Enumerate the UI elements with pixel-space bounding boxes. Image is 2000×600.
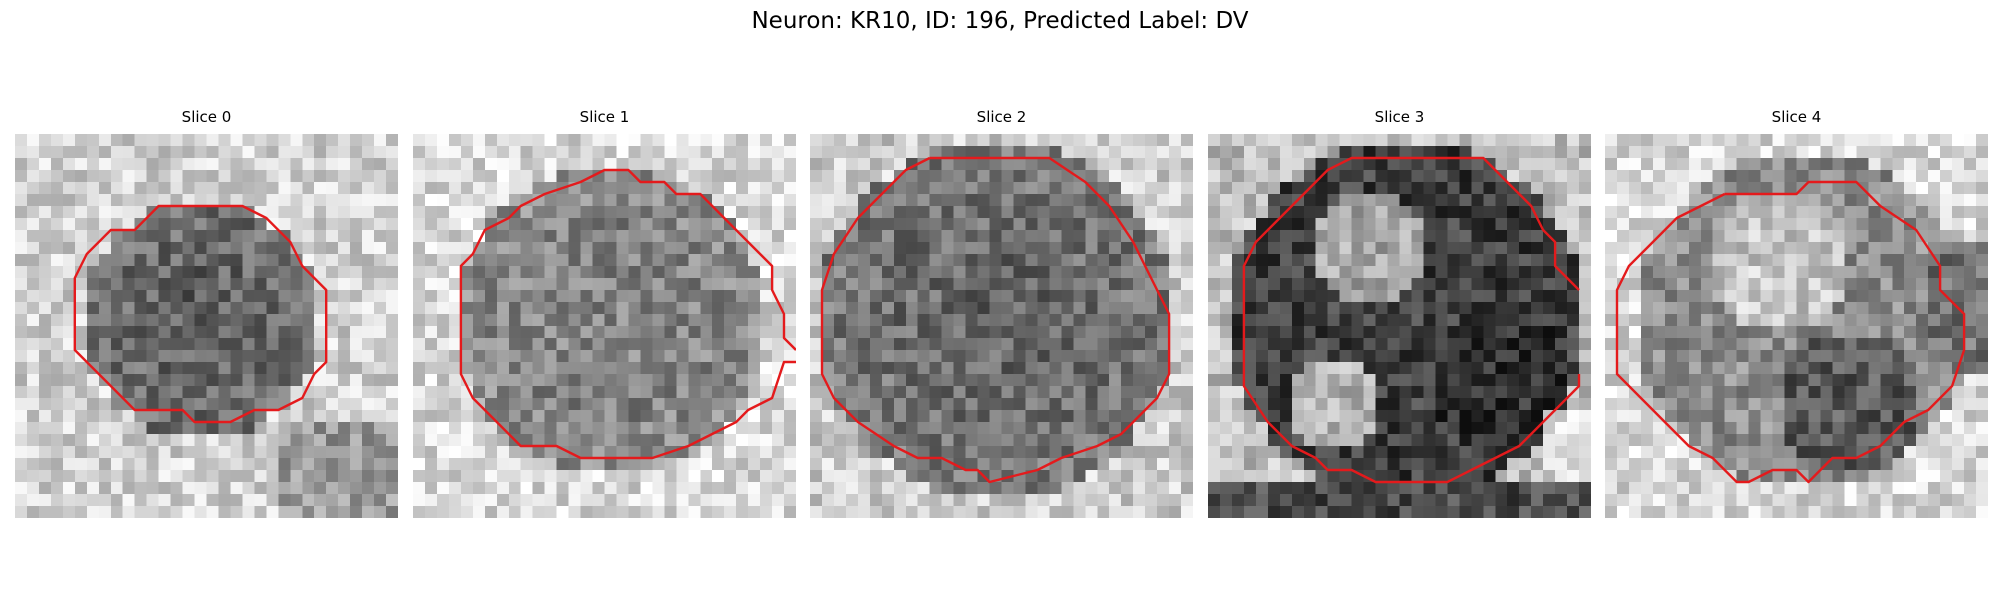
neuron-contour <box>1242 156 1581 484</box>
contour-overlay <box>73 204 328 424</box>
neuron-contour <box>1615 180 1966 484</box>
slice-panel-0: Slice 0 <box>15 108 398 518</box>
grayscale-image <box>413 134 796 518</box>
contour-overlay <box>1615 180 1966 484</box>
slice-panel-2: Slice 2 <box>810 108 1193 518</box>
figure-title: Neuron: KR10, ID: 196, Predicted Label: … <box>751 8 1249 34</box>
grayscale-image <box>810 134 1193 518</box>
slice-image <box>15 134 398 518</box>
contour-overlay <box>1242 156 1581 484</box>
slice-title: Slice 4 <box>1771 108 1822 126</box>
slice-title: Slice 2 <box>976 108 1027 126</box>
neuron-contour <box>820 156 1171 484</box>
grayscale-image <box>15 134 398 518</box>
slice-title: Slice 0 <box>181 108 232 126</box>
slice-title: Slice 1 <box>579 108 630 126</box>
slice-image <box>1208 134 1591 518</box>
slice-panel-1: Slice 1 <box>413 108 796 518</box>
slice-title: Slice 3 <box>1374 108 1425 126</box>
slice-panel-4: Slice 4 <box>1605 108 1988 518</box>
neuron-contour <box>73 204 328 424</box>
grayscale-image <box>1605 134 1988 518</box>
contour-overlay <box>820 156 1171 484</box>
slice-panel-3: Slice 3 <box>1208 108 1591 518</box>
slice-image <box>413 134 796 518</box>
contour-overlay <box>459 168 796 460</box>
slice-image <box>810 134 1193 518</box>
grayscale-image <box>1208 134 1591 518</box>
neuron-contour <box>459 168 796 460</box>
slice-image <box>1605 134 1988 518</box>
